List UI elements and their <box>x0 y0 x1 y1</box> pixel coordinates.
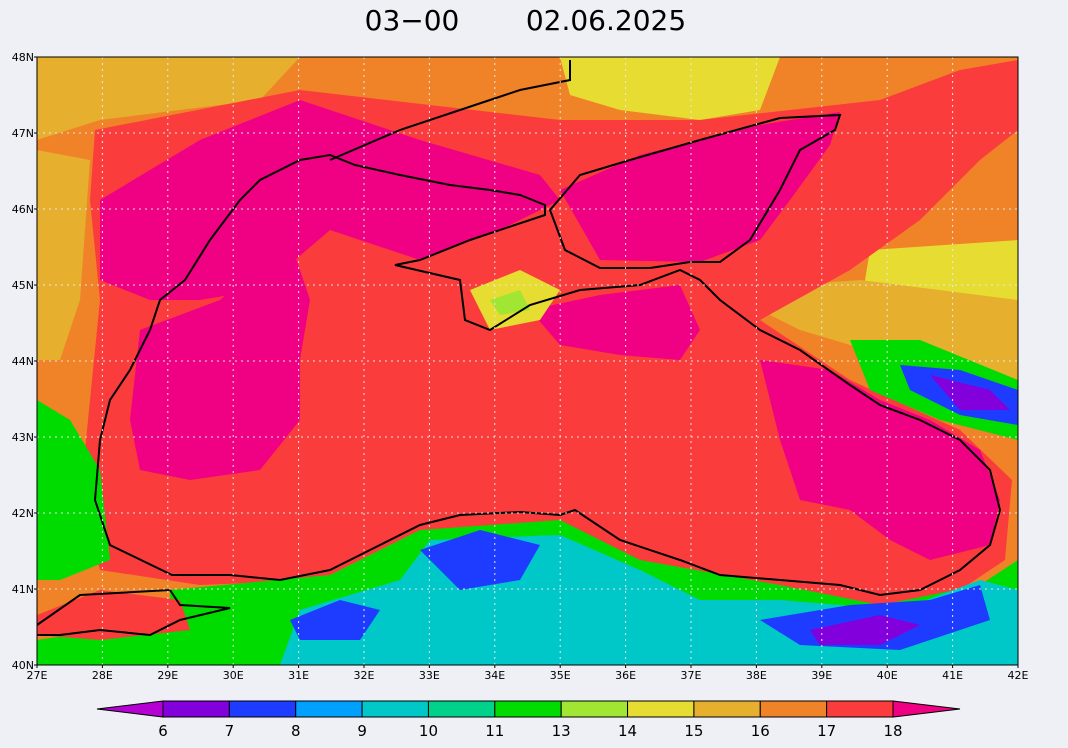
lon-label: 27E <box>27 669 48 682</box>
colorbar-box <box>759 700 828 718</box>
map-frame <box>36 56 1019 666</box>
lon-label: 42E <box>1008 669 1029 682</box>
colorbar-label: 8 <box>291 722 301 740</box>
lon-label: 34E <box>484 669 505 682</box>
colorbar-under <box>96 700 164 718</box>
colorbar-box <box>361 700 429 718</box>
lat-label: 42N <box>12 507 34 520</box>
map-field <box>37 57 1018 665</box>
colorbar-box <box>162 700 230 718</box>
colorbar-over <box>892 700 961 718</box>
lon-label: 37E <box>681 669 702 682</box>
colorbar-label: 10 <box>419 722 438 740</box>
colorbar-box <box>228 700 297 718</box>
lon-label: 31E <box>288 669 309 682</box>
lon-label: 33E <box>419 669 440 682</box>
coastline <box>37 60 1002 637</box>
lat-label: 45N <box>12 279 34 292</box>
colorbar-label: 7 <box>225 722 235 740</box>
colorbar-label: 18 <box>883 722 902 740</box>
title-date: 02.06.2025 <box>526 4 686 37</box>
lon-label: 41E <box>942 669 963 682</box>
lat-label: 40N <box>12 659 34 672</box>
colorbar-box <box>693 700 761 718</box>
lat-label: 41N <box>12 583 34 596</box>
lon-label: 29E <box>157 669 178 682</box>
colorbar-label: 17 <box>817 722 836 740</box>
colorbar-box <box>826 700 894 718</box>
colorbar-box <box>295 700 363 718</box>
colorbar: 6 7 8 9 10 11 13 14 15 16 17 18 <box>96 700 961 740</box>
lon-label: 39E <box>811 669 832 682</box>
colorbar-label: 13 <box>552 722 571 740</box>
colorbar-box <box>560 700 629 718</box>
lat-label: 47N <box>12 127 34 140</box>
lat-label: 48N <box>12 51 34 64</box>
lat-label: 44N <box>12 355 34 368</box>
colorbar-box <box>427 700 496 718</box>
lon-label: 35E <box>550 669 571 682</box>
lat-label: 43N <box>12 431 34 444</box>
colorbar-label: 15 <box>684 722 703 740</box>
lon-label: 28E <box>92 669 113 682</box>
colorbar-label: 14 <box>618 722 637 740</box>
lat-label: 46N <box>12 203 34 216</box>
lon-label: 30E <box>223 669 244 682</box>
lon-label: 36E <box>615 669 636 682</box>
colorbar-label: 9 <box>357 722 367 740</box>
colorbar-label: 6 <box>158 722 168 740</box>
lon-label: 32E <box>354 669 375 682</box>
colorbar-label: 16 <box>751 722 770 740</box>
title-time: 03−00 <box>365 4 460 37</box>
colorbar-box <box>627 700 695 718</box>
lon-label: 38E <box>746 669 767 682</box>
colorbar-label: 11 <box>485 722 504 740</box>
lon-label: 40E <box>877 669 898 682</box>
colorbar-box <box>494 700 562 718</box>
